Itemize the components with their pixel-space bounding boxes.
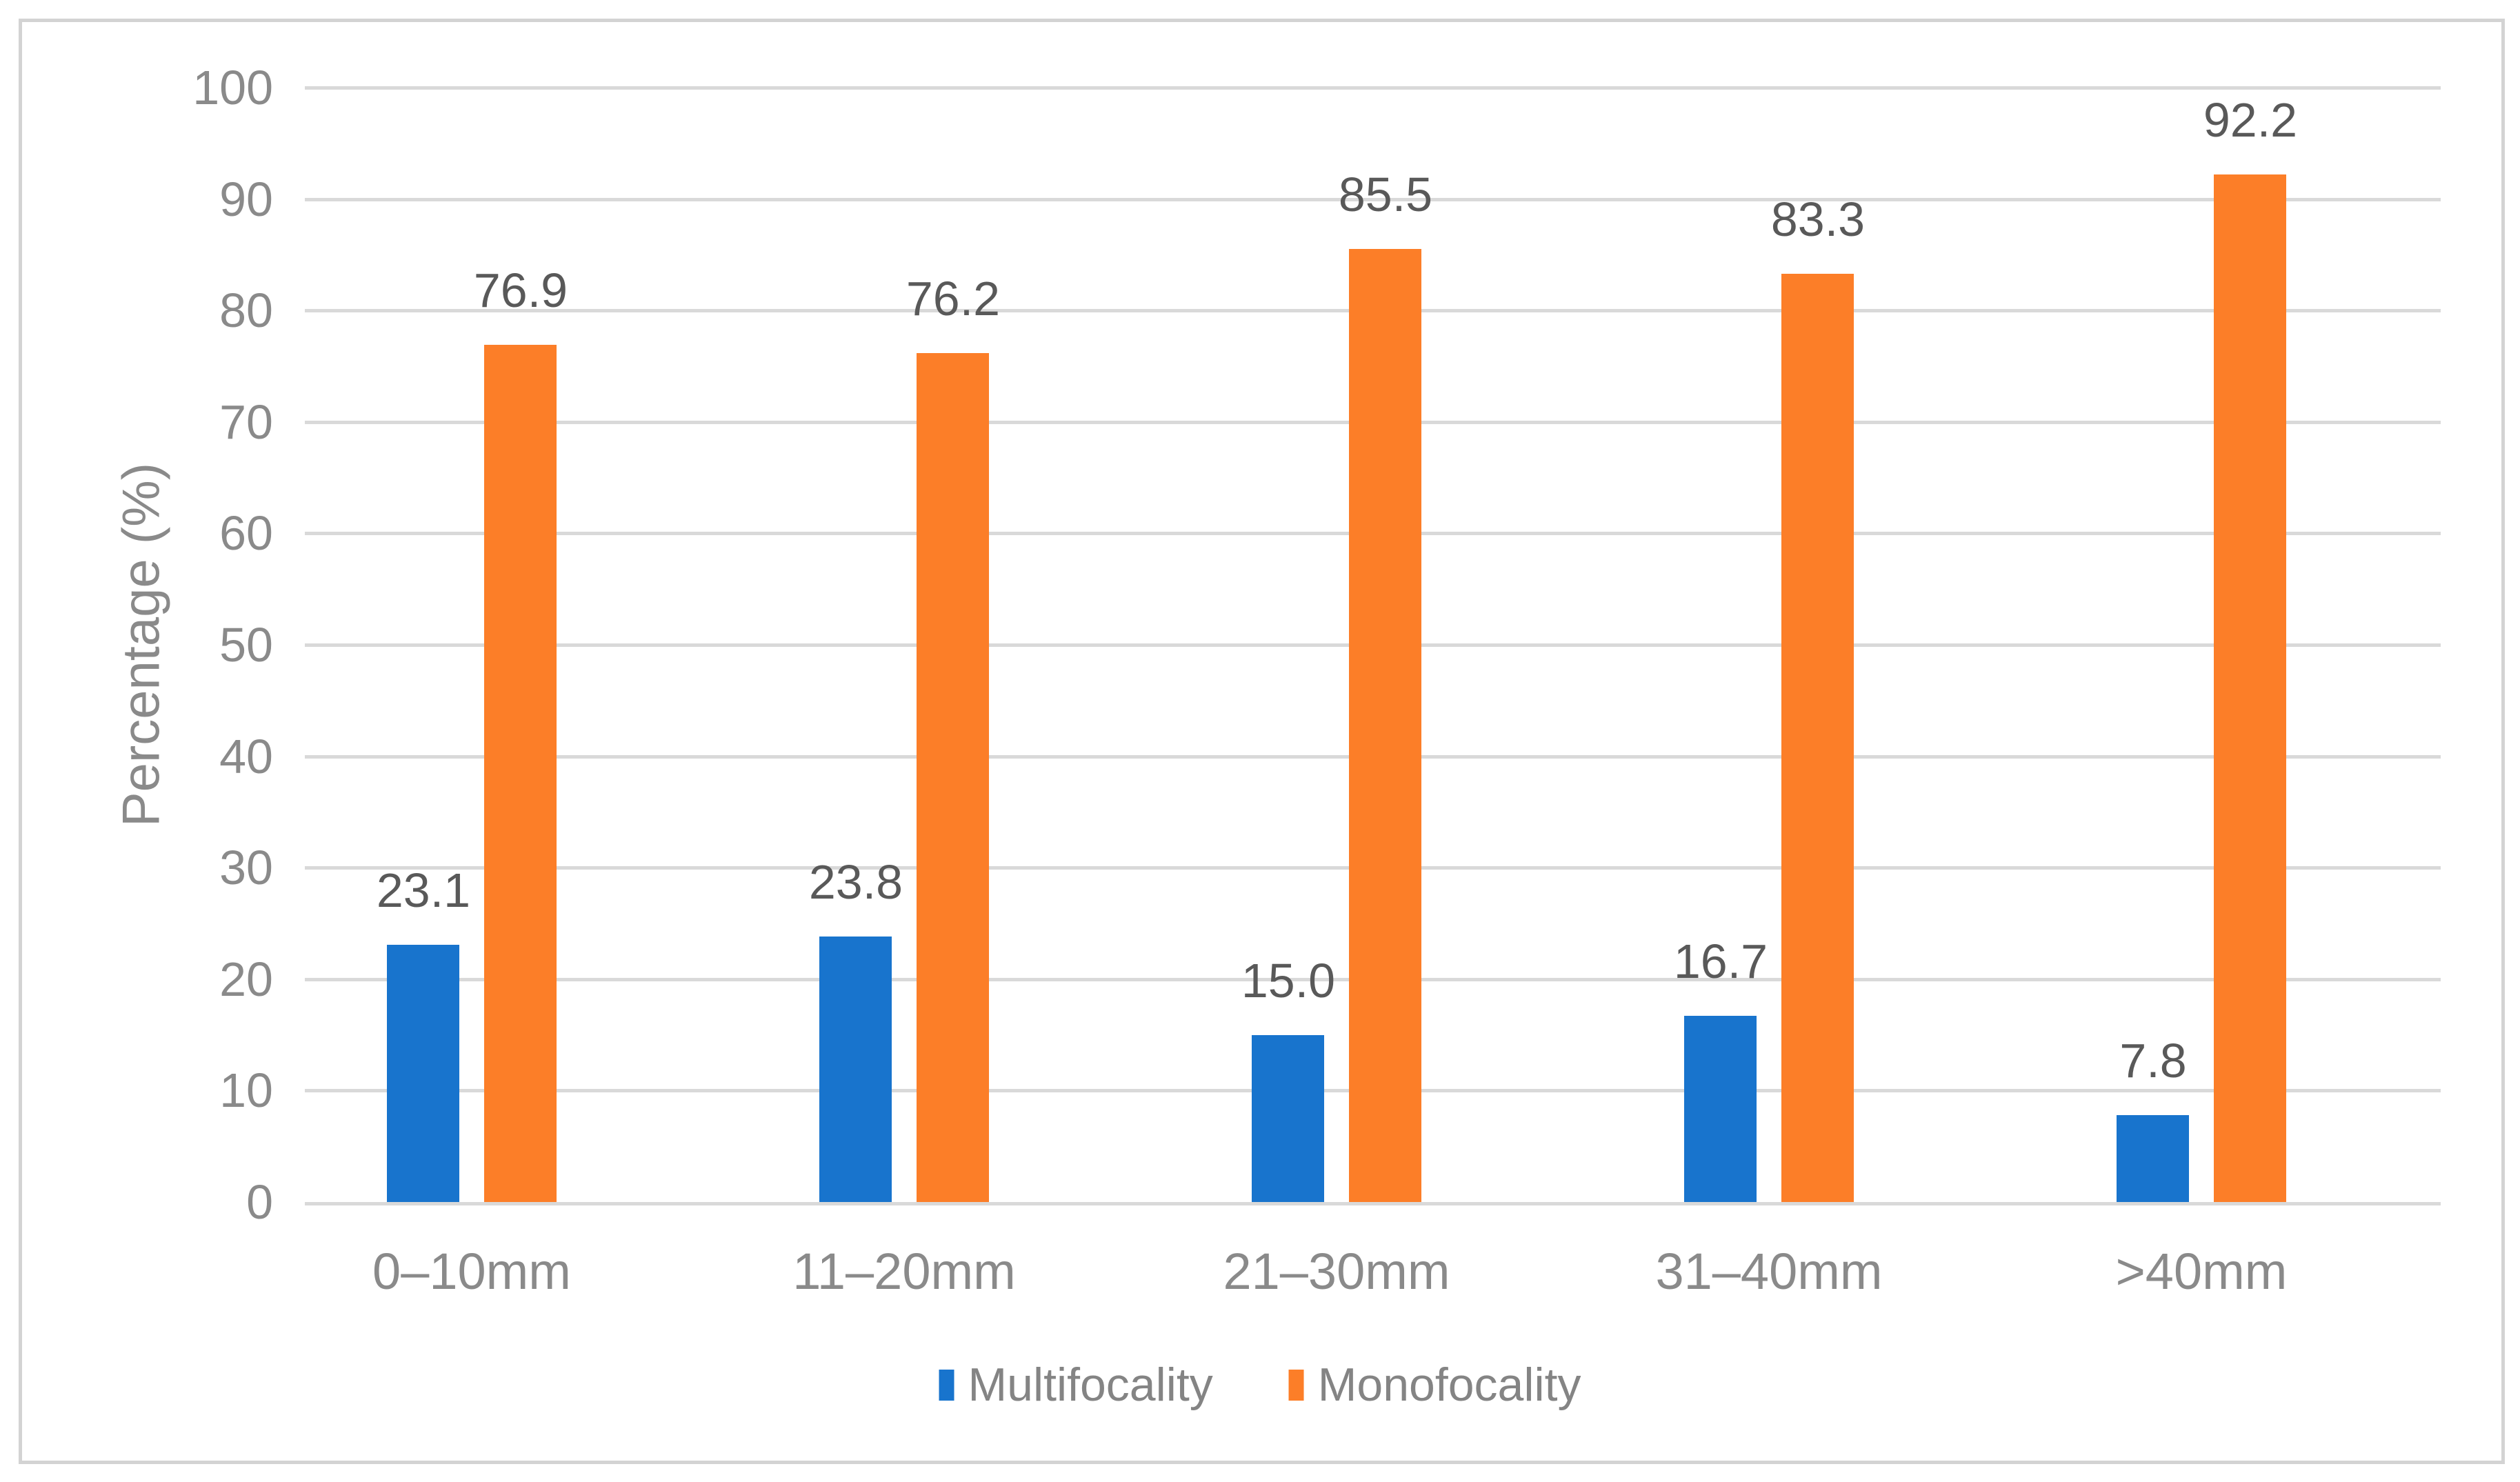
legend: Multifocality Monofocality [939,1353,1581,1416]
legend-item-monofocality: Monofocality [1288,1353,1581,1416]
bar-monofocality-2 [917,353,989,1202]
legend-marker-multifocality [939,1369,954,1401]
category-label-4: 31–40mm [1655,1243,1883,1300]
gridline-100 [305,86,2441,90]
y-tick-label-10: 10 [219,1063,273,1117]
bar-multifocality-4 [1684,1016,1757,1202]
data-label-monofocality-2: 76.2 [906,272,1001,326]
data-label-monofocality-4: 83.3 [1770,192,1866,246]
legend-label-monofocality: Monofocality [1317,1359,1581,1411]
data-label-multifocality-1: 23.1 [376,863,471,917]
y-tick-label-30: 30 [219,841,273,894]
x-axis-line [305,1202,2441,1205]
bar-multifocality-5 [2117,1115,2189,1202]
y-tick-label-70: 70 [219,395,273,449]
category-label-2: 11–20mm [792,1243,1016,1300]
y-tick-label-90: 90 [219,172,273,226]
data-label-monofocality-1: 76.9 [473,263,568,317]
bar-monofocality-4 [1781,274,1854,1202]
y-tick-label-40: 40 [219,730,273,783]
category-label-5: >40mm [2115,1243,2288,1300]
category-label-1: 0–10mm [372,1243,571,1300]
y-tick-label-0: 0 [246,1175,273,1229]
bar-monofocality-1 [484,345,557,1202]
legend-marker-monofocality [1288,1369,1304,1401]
data-label-monofocality-5: 92.2 [2203,93,2298,147]
figure-border [19,19,2505,1464]
bar-multifocality-3 [1252,1035,1324,1202]
y-tick-label-20: 20 [219,952,273,1006]
data-label-monofocality-3: 85.5 [1338,168,1433,221]
gridline-90 [305,198,2441,201]
data-label-multifocality-3: 15.0 [1241,954,1336,1008]
bar-multifocality-2 [819,937,892,1202]
bar-multifocality-1 [387,945,459,1202]
y-tick-label-80: 80 [219,283,273,337]
y-tick-label-60: 60 [219,506,273,560]
data-label-multifocality-2: 23.8 [808,855,903,909]
bar-monofocality-5 [2214,174,2286,1202]
data-label-multifocality-4: 16.7 [1673,934,1768,988]
data-label-multifocality-5: 7.8 [2119,1034,2187,1088]
y-tick-label-100: 100 [192,61,273,114]
category-label-3: 21–30mm [1223,1243,1450,1300]
bar-monofocality-3 [1349,249,1421,1202]
legend-label-multifocality: Multifocality [968,1359,1213,1411]
legend-item-multifocality: Multifocality [939,1353,1213,1416]
y-tick-label-50: 50 [219,618,273,672]
